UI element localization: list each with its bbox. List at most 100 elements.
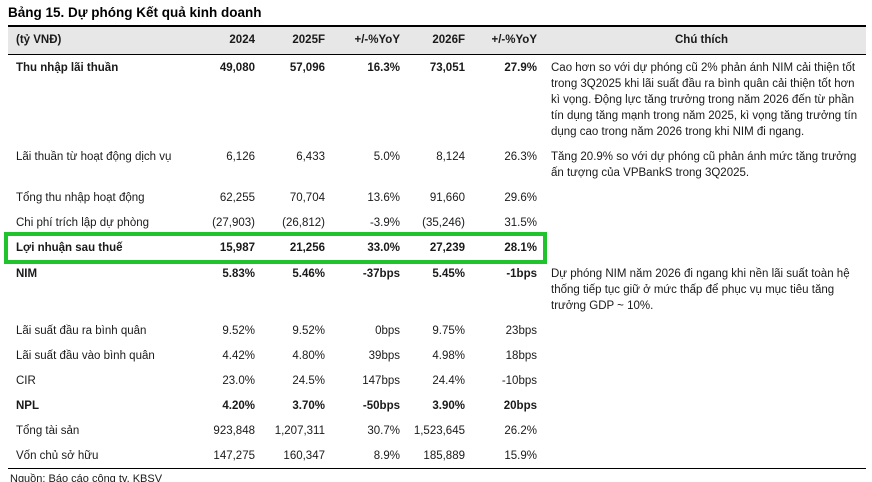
- row-value: 91,660: [429, 192, 465, 204]
- row-value: 3.90%: [432, 399, 465, 412]
- row-value: 4.42%: [222, 349, 255, 362]
- row-value: 29.6%: [504, 192, 537, 204]
- row-value: 18bps: [505, 349, 537, 362]
- col-header-yoy-2026: +/-%YoY: [465, 26, 537, 55]
- table-row: NIM 5.83% 5.46% -37bps 5.45% -1bps Dự phóng NI…: [8, 261, 866, 318]
- row-label: Lợi nhuận sau thuế: [8, 235, 205, 261]
- row-value: 5.83%: [222, 268, 255, 280]
- row-value: 30.7%: [367, 424, 400, 437]
- row-note: [537, 318, 866, 343]
- row-value: 1,207,311: [274, 424, 325, 437]
- col-header-2026f: 2026F: [400, 26, 465, 55]
- source-note: Nguồn: Báo cáo công ty, KBSV: [10, 472, 163, 482]
- table-row: Lãi suất đầu vào bình quân 4.42% 4.80% 39bp…: [8, 343, 866, 368]
- row-value: 39bps: [368, 349, 400, 362]
- row-value: 27.9%: [504, 62, 537, 74]
- row-value: 26.3%: [504, 151, 537, 163]
- row-value: 15,987: [205, 235, 255, 261]
- row-value: 5.0%: [373, 151, 400, 163]
- row-value: 73,051: [429, 62, 465, 74]
- row-label: CIR: [16, 374, 36, 387]
- row-value: 0bps: [375, 324, 400, 337]
- row-value: 6,433: [296, 151, 325, 163]
- row-value: 16.3%: [367, 62, 400, 74]
- row-value: 8.9%: [373, 449, 400, 462]
- row-value: 20bps: [503, 399, 537, 412]
- row-label: Chi phí trích lập dự phòng: [16, 217, 150, 229]
- row-value: 4.98%: [432, 349, 465, 362]
- row-value: 4.80%: [292, 349, 325, 362]
- table-row: Lợi nhuận sau thuế 15,987 21,256 33.0% 27,23…: [8, 235, 866, 261]
- row-note: [537, 343, 866, 368]
- row-value: 28.1%: [465, 235, 537, 261]
- row-value: 9.52%: [292, 324, 325, 337]
- table-row: Lãi thuần từ hoạt động dịch vụ 6,126 6,433…: [8, 144, 866, 185]
- row-note: [537, 185, 866, 210]
- table-row: Lãi suất đầu ra bình quân 9.52% 9.52% 0bps 9…: [8, 318, 866, 343]
- row-value: 9.75%: [432, 324, 465, 337]
- forecast-table: (tỷ VNĐ) 2024 2025F +/-%YoY 2026F +/-%Yo…: [8, 25, 866, 469]
- header-row: (tỷ VNĐ) 2024 2025F +/-%YoY 2026F +/-%Yo…: [8, 26, 866, 55]
- col-header-unit: (tỷ VNĐ): [8, 26, 205, 55]
- row-value: 24.5%: [292, 374, 325, 387]
- row-value: -37bps: [362, 268, 400, 280]
- row-value: 31.5%: [504, 217, 537, 229]
- row-value: 26.2%: [504, 424, 537, 437]
- row-label: Thu nhập lãi thuần: [16, 62, 119, 74]
- table-container: (tỷ VNĐ) 2024 2025F +/-%YoY 2026F +/-%Yo…: [4, 25, 866, 469]
- table-row: CIR 23.0% 24.5% 147bps 24.4% -10bps: [8, 368, 866, 393]
- row-note: [537, 418, 866, 443]
- row-value: 23bps: [505, 324, 537, 337]
- row-value: 3.70%: [292, 399, 325, 412]
- row-value: 70,704: [289, 192, 325, 204]
- row-value: 13.6%: [367, 192, 400, 204]
- row-value: 147,275: [213, 449, 255, 462]
- row-value: 6,126: [226, 151, 255, 163]
- row-label: Vốn chủ sở hữu: [16, 449, 99, 462]
- row-note: Cao hơn so với dự phóng cũ 2% phản ánh N…: [551, 62, 858, 138]
- row-note: [537, 443, 866, 469]
- row-label: Lãi suất đầu vào bình quân: [16, 349, 155, 362]
- row-label: Lãi suất đầu ra bình quân: [16, 324, 147, 337]
- row-value: -1bps: [506, 268, 537, 280]
- row-note: [537, 393, 866, 418]
- row-value: 147bps: [362, 374, 400, 387]
- row-label: NIM: [16, 268, 38, 280]
- row-value: 27,239: [400, 235, 465, 261]
- row-note: [537, 368, 866, 393]
- col-header-2024: 2024: [205, 26, 255, 55]
- row-value: 23.0%: [222, 374, 255, 387]
- row-value: 49,080: [219, 62, 255, 74]
- row-value: 9.52%: [222, 324, 255, 337]
- table-row: Vốn chủ sở hữu 147,275 160,347 8.9% 185,889 1…: [8, 443, 866, 469]
- row-note: [537, 210, 866, 235]
- table-row: Thu nhập lãi thuần 49,080 57,096 16.3% 73,05…: [8, 55, 866, 145]
- col-header-yoy-2025: +/-%YoY: [325, 26, 400, 55]
- row-value: (35,246): [422, 217, 465, 229]
- row-value: -3.9%: [369, 217, 400, 229]
- row-value: 4.20%: [222, 399, 255, 412]
- row-value: 185,889: [423, 449, 465, 462]
- row-value: 62,255: [219, 192, 255, 204]
- table-row: Tổng tài sản 923,848 1,207,311 30.7% 1,523,6…: [8, 418, 866, 443]
- row-value: -10bps: [501, 374, 537, 387]
- row-value: 33.0%: [325, 235, 400, 261]
- row-label: NPL: [16, 399, 39, 412]
- col-header-note: Chú thích: [537, 26, 866, 55]
- row-value: 57,096: [289, 62, 325, 74]
- table-row: Chi phí trích lập dự phòng (27,903) (26,81…: [8, 210, 866, 235]
- row-label: Tổng tài sản: [16, 424, 80, 437]
- row-value: 5.45%: [432, 268, 465, 280]
- table-row: Tổng thu nhập hoạt động 62,255 70,704 13.6%…: [8, 185, 866, 210]
- col-header-2025f: 2025F: [255, 26, 325, 55]
- row-value: (26,812): [282, 217, 325, 229]
- row-value: 1,523,645: [413, 424, 465, 437]
- row-value: 21,256: [255, 235, 325, 261]
- row-value: 8,124: [436, 151, 465, 163]
- row-note: [537, 235, 866, 261]
- row-value: 160,347: [283, 449, 325, 462]
- row-value: 5.46%: [292, 268, 325, 280]
- row-label: Lãi thuần từ hoạt động dịch vụ: [16, 151, 172, 163]
- row-value: (27,903): [212, 217, 255, 229]
